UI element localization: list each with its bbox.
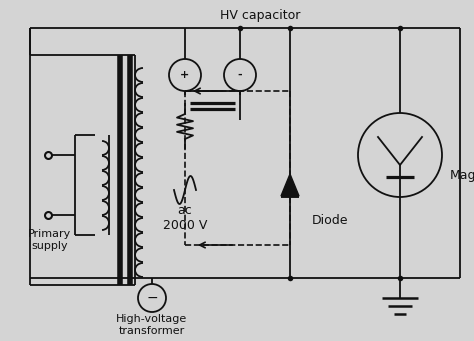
Text: Magnetron: Magnetron <box>450 168 474 181</box>
Text: Primary
supply: Primary supply <box>28 229 72 251</box>
Polygon shape <box>281 174 299 196</box>
Text: HV capacitor: HV capacitor <box>220 10 300 23</box>
Text: ac
2000 V: ac 2000 V <box>163 204 207 232</box>
Text: -: - <box>237 70 242 80</box>
Text: −: − <box>146 291 158 305</box>
Text: Diode: Diode <box>312 213 348 226</box>
Text: High-voltage
transformer: High-voltage transformer <box>117 314 188 336</box>
Text: +: + <box>181 70 190 80</box>
